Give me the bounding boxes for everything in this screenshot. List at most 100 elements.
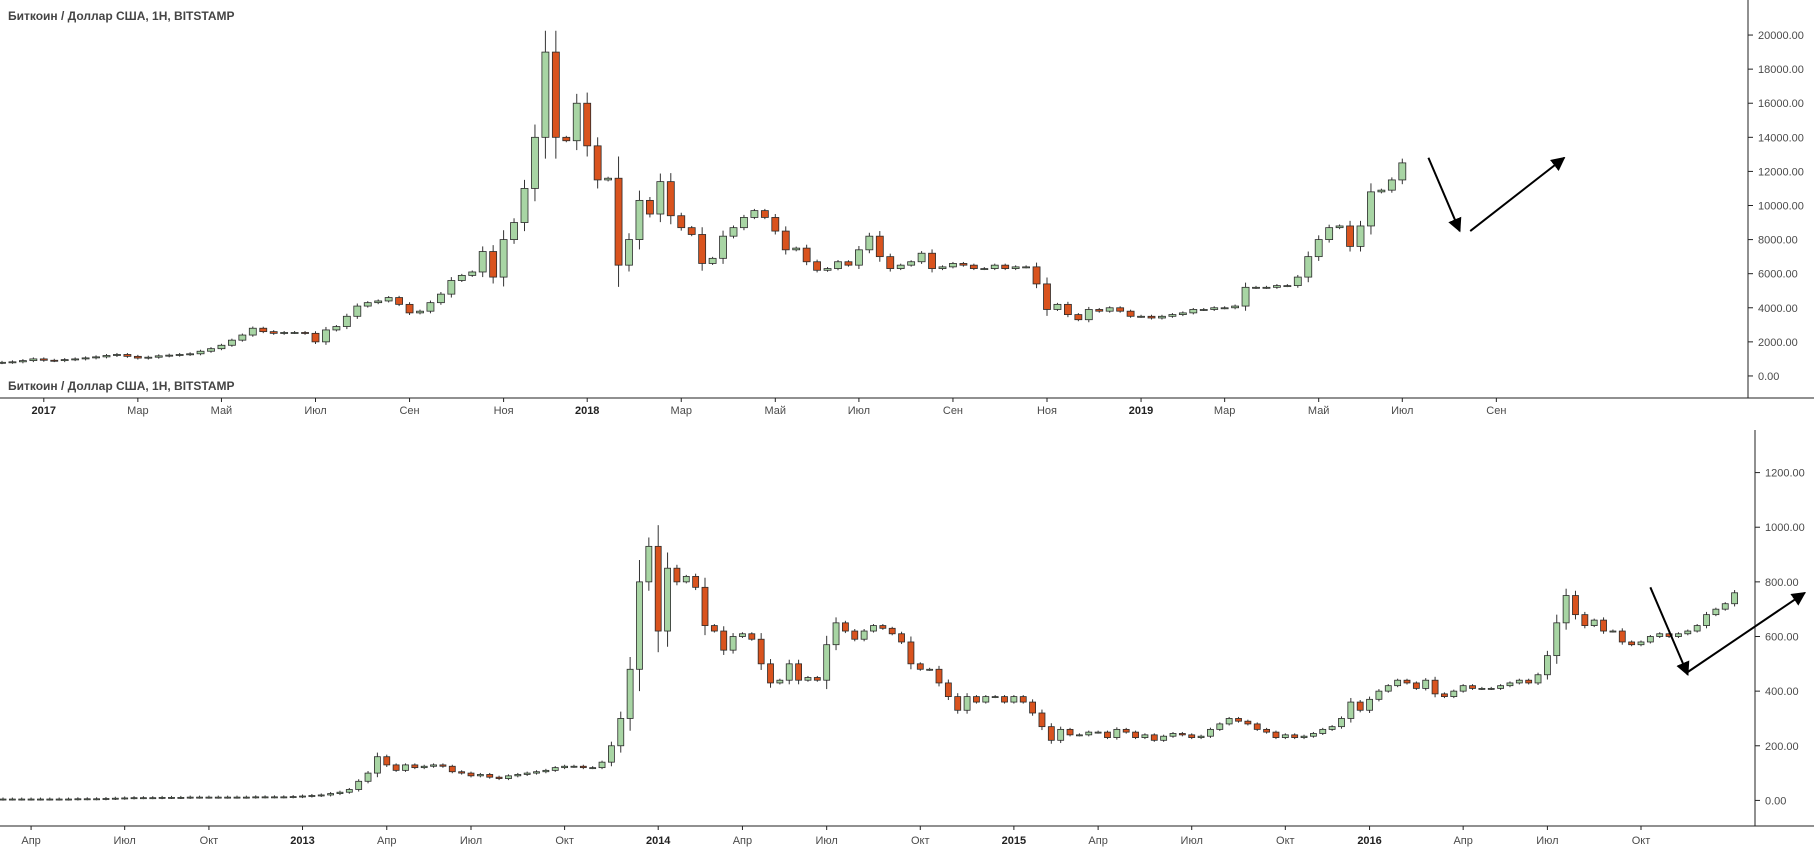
candle-up — [186, 353, 195, 356]
candle-up — [1515, 679, 1523, 684]
x-tick-label: Май — [211, 405, 233, 417]
candle-down — [311, 332, 320, 343]
candle-up — [8, 798, 16, 801]
candle-up — [514, 774, 522, 777]
candle-down — [673, 567, 681, 583]
candle-up — [1010, 696, 1018, 703]
candle-up — [227, 339, 236, 346]
candle-up — [1225, 718, 1233, 725]
candle-up — [214, 796, 222, 799]
candle-up — [949, 263, 957, 268]
candle-up — [289, 796, 297, 798]
x-tick-label: 2018 — [575, 405, 599, 417]
candle-up — [364, 772, 372, 782]
candle-down — [439, 764, 447, 767]
candle-up — [1562, 595, 1570, 624]
candle-down — [1029, 701, 1036, 714]
candle-down — [842, 622, 849, 632]
candle-up — [938, 266, 947, 269]
candle-up — [1534, 674, 1542, 684]
candle-up — [1387, 179, 1396, 191]
y-tick-label: 18000.00 — [1758, 64, 1804, 76]
x-tick-label: Окт — [1276, 835, 1295, 847]
y-tick-label: 12000.00 — [1758, 166, 1804, 178]
candle-down — [875, 235, 884, 258]
candle-down — [944, 682, 952, 698]
candle-down — [802, 247, 811, 263]
candle-up — [374, 300, 383, 304]
candle-up — [551, 767, 559, 771]
candle-up — [1450, 690, 1458, 698]
candle-down — [879, 625, 887, 629]
candle-up — [1168, 314, 1177, 317]
candle-down — [720, 630, 728, 651]
candle-up — [342, 315, 351, 327]
candle-down — [133, 355, 142, 359]
candle-up — [83, 798, 91, 801]
candle-up — [1684, 630, 1692, 635]
candle-up — [478, 251, 487, 273]
candle-up — [505, 775, 512, 779]
candle-up — [207, 348, 215, 352]
candle-up — [1178, 312, 1187, 315]
x-tick-label: Апр — [21, 835, 40, 847]
candle-down — [1032, 266, 1041, 285]
candle-up — [18, 360, 27, 363]
candle-down — [1600, 619, 1607, 632]
candle-down — [259, 327, 268, 333]
candle-down — [583, 102, 592, 147]
candle-up — [572, 102, 581, 142]
candle-down — [1150, 734, 1158, 741]
candle-down — [1019, 696, 1027, 703]
candle-down — [1104, 731, 1111, 738]
candle-up — [1189, 309, 1198, 314]
candle-up — [533, 771, 540, 774]
candle-up — [18, 798, 26, 801]
candle-up — [205, 796, 213, 799]
candle-up — [92, 356, 100, 359]
candle-down — [1047, 726, 1055, 741]
y-tick-label: 0.00 — [1765, 795, 1786, 807]
candle-up — [708, 257, 717, 264]
candle-down — [888, 627, 896, 635]
candle-up — [1590, 619, 1598, 626]
candle-up — [248, 327, 257, 336]
candle-down — [687, 227, 696, 235]
candle-up — [1241, 286, 1250, 307]
y-tick-label: 6000.00 — [1758, 269, 1798, 281]
candle-down — [813, 677, 821, 681]
candle-up — [242, 796, 250, 799]
candle-down — [1064, 303, 1072, 315]
x-tick-label: Сен — [399, 405, 419, 417]
chart-title-bottom: Биткоин / Доллар США, 1Н, BITSTAMP — [8, 379, 235, 393]
x-tick-label: Окт — [1632, 835, 1651, 847]
candle-down — [486, 774, 494, 778]
candle-up — [317, 794, 325, 797]
candle-up — [1384, 685, 1392, 692]
candle-up — [729, 636, 737, 651]
candle-down — [1272, 731, 1280, 738]
candle-up — [280, 796, 288, 799]
y-tick-label: 8000.00 — [1758, 235, 1798, 247]
candle-down — [646, 199, 654, 215]
chart-title-top: Биткоин / Доллар США, 1Н, BITSTAMP — [8, 9, 235, 23]
candle-up — [1721, 603, 1729, 610]
candle-up — [322, 329, 330, 343]
candle-up — [1207, 728, 1214, 737]
x-tick-label: 2019 — [1129, 405, 1153, 417]
candle-up — [1252, 286, 1260, 289]
candle-up — [1281, 734, 1289, 738]
candle-down — [405, 303, 414, 314]
candle-up — [224, 796, 232, 799]
candle-up — [1293, 276, 1302, 287]
candle-down — [1001, 264, 1010, 269]
candle-up — [71, 358, 80, 361]
candle-up — [1076, 734, 1083, 737]
candle-down — [593, 145, 602, 181]
candle-down — [1618, 630, 1626, 643]
candle-up — [1220, 307, 1229, 310]
x-tick-label: Ноя — [494, 405, 514, 417]
candle-up — [991, 696, 999, 699]
candle-up — [102, 798, 110, 800]
